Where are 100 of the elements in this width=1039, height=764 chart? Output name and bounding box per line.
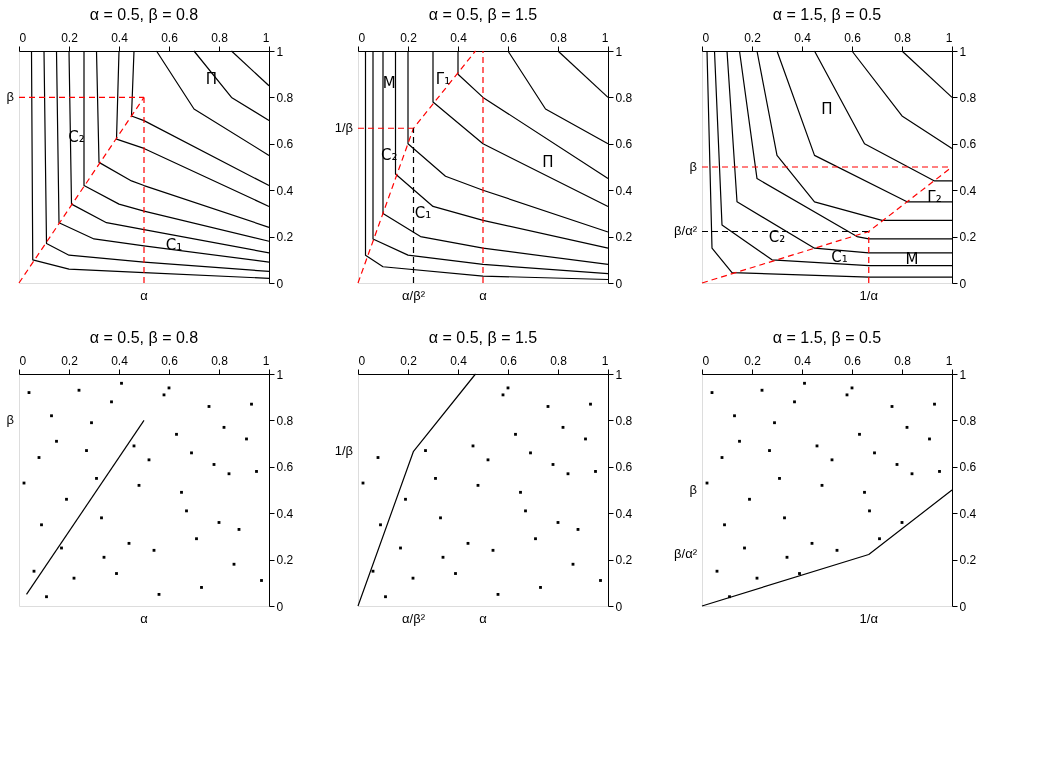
x-tick-label: 0.6	[161, 353, 179, 368]
y-tick-label: 0.6	[276, 137, 294, 152]
y-tick-label: 0.2	[276, 230, 294, 245]
x-tick-label: 0.4	[794, 30, 812, 45]
y-tick-label: 0.2	[615, 230, 633, 245]
annotation: Π	[542, 153, 554, 172]
text: β	[6, 412, 14, 428]
y-tick-label: 1	[959, 44, 967, 59]
x-tick-label: 0.8	[550, 353, 568, 368]
y-tick-label: 0.8	[276, 413, 294, 428]
y-tick-label: 1	[276, 44, 284, 59]
x-tick-label: 0.6	[500, 30, 518, 45]
y-tick-label: 0.8	[959, 90, 977, 105]
y-tick-label: 0	[276, 276, 284, 291]
y-tick-label: 0.4	[959, 183, 977, 198]
x-tick-label: 0.4	[794, 353, 812, 368]
y-tick-label: 0.2	[959, 230, 977, 245]
y-tick-label: 0	[615, 276, 623, 291]
y-tick-label: 0.8	[959, 413, 977, 428]
y-tick-label: 0	[959, 599, 967, 614]
chart-title: α = 0.5, β = 1.5	[428, 6, 538, 23]
x-tick-label: 1	[601, 30, 609, 45]
x-tick-label: 0.2	[400, 353, 418, 368]
y-tick-label: 0.6	[959, 460, 977, 475]
annotation: β	[689, 159, 697, 174]
y-tick-label: 0.6	[615, 460, 633, 475]
x-tick-label: 0	[358, 353, 366, 368]
text: 1/α	[859, 611, 879, 626]
annotation: β/α²	[674, 223, 698, 239]
x-tick-label: 0.8	[550, 30, 568, 45]
y-tick-label: 0.2	[615, 553, 633, 568]
y-tick-label: 0.4	[276, 506, 294, 521]
x-tick-label: 0.2	[61, 353, 79, 368]
annotation: C₁	[165, 235, 183, 254]
x-tick-label: 0.4	[450, 30, 468, 45]
y-tick-label: 0.4	[959, 506, 977, 521]
text: β/α²	[674, 546, 698, 562]
x-tick-label: 0	[19, 30, 27, 45]
x-tick-label: 0.2	[400, 30, 418, 45]
x-tick-label: 0.2	[744, 30, 762, 45]
y-tick-label: 0.4	[615, 183, 633, 198]
x-tick-label: 0.2	[744, 353, 762, 368]
x-tick-label: 0.4	[450, 353, 468, 368]
text: 1/β	[334, 443, 353, 459]
text: α	[140, 611, 149, 626]
annotation: C₁	[831, 248, 848, 267]
annotation: Π	[821, 100, 833, 118]
x-tick-label: 0.6	[844, 353, 862, 368]
y-tick-label: 0.8	[615, 413, 633, 428]
y-tick-label: 1	[276, 367, 284, 382]
chart-title: α = 0.5, β = 1.5	[428, 329, 538, 346]
chart-title: α = 1.5, β = 0.5	[772, 6, 882, 23]
y-tick-label: 0.6	[276, 460, 294, 475]
annotation: α/β²	[402, 288, 426, 303]
annotation: M	[905, 250, 919, 269]
y-tick-label: 1	[959, 367, 967, 382]
x-tick-label: 0	[19, 353, 27, 368]
annotation: M	[382, 74, 396, 93]
annotation: Π	[205, 69, 218, 88]
y-tick-label: 0.4	[276, 183, 294, 198]
annotation: α	[140, 288, 149, 303]
x-tick-label: 0	[702, 30, 710, 45]
x-tick-label: 0.8	[894, 30, 912, 45]
chart-title: α = 1.5, β = 0.5	[772, 329, 882, 346]
y-tick-label: 0.4	[615, 506, 633, 521]
x-tick-label: 0.4	[111, 30, 129, 45]
x-tick-label: 0.6	[161, 30, 179, 45]
annotation: 1/α	[859, 288, 879, 303]
x-tick-label: 0.8	[211, 353, 229, 368]
annotation: β	[6, 89, 14, 105]
x-tick-label: 0	[702, 353, 710, 368]
x-tick-label: 0.2	[61, 30, 79, 45]
x-tick-label: 0.6	[844, 30, 862, 45]
text: α/β²	[402, 611, 426, 626]
y-tick-label: 0	[959, 276, 967, 291]
x-tick-label: 0	[358, 30, 366, 45]
chart-title: α = 0.5, β = 0.8	[89, 329, 199, 346]
y-tick-label: 0.6	[615, 137, 633, 152]
x-tick-label: 0.6	[500, 353, 518, 368]
y-tick-label: 0.8	[615, 90, 633, 105]
y-tick-label: 0	[615, 599, 623, 614]
y-tick-label: 1	[615, 44, 623, 59]
y-tick-label: 0	[276, 599, 284, 614]
annotation: C₁	[414, 204, 432, 223]
y-tick-label: 0.2	[959, 553, 977, 568]
x-tick-label: 1	[262, 353, 270, 368]
text: β	[689, 482, 697, 497]
chart-title: α = 0.5, β = 0.8	[89, 6, 199, 23]
x-tick-label: 0.4	[111, 353, 129, 368]
annotation: 1/β	[334, 120, 353, 136]
annotation: Γ₁	[435, 69, 451, 88]
x-tick-label: 0.8	[211, 30, 229, 45]
x-tick-label: 1	[945, 353, 953, 368]
y-tick-label: 0.6	[959, 137, 977, 152]
text: α	[479, 611, 488, 626]
x-tick-label: 0.8	[894, 353, 912, 368]
annotation: α	[479, 288, 488, 303]
x-tick-label: 1	[945, 30, 953, 45]
y-tick-label: 0.2	[276, 553, 294, 568]
x-tick-label: 1	[601, 353, 609, 368]
